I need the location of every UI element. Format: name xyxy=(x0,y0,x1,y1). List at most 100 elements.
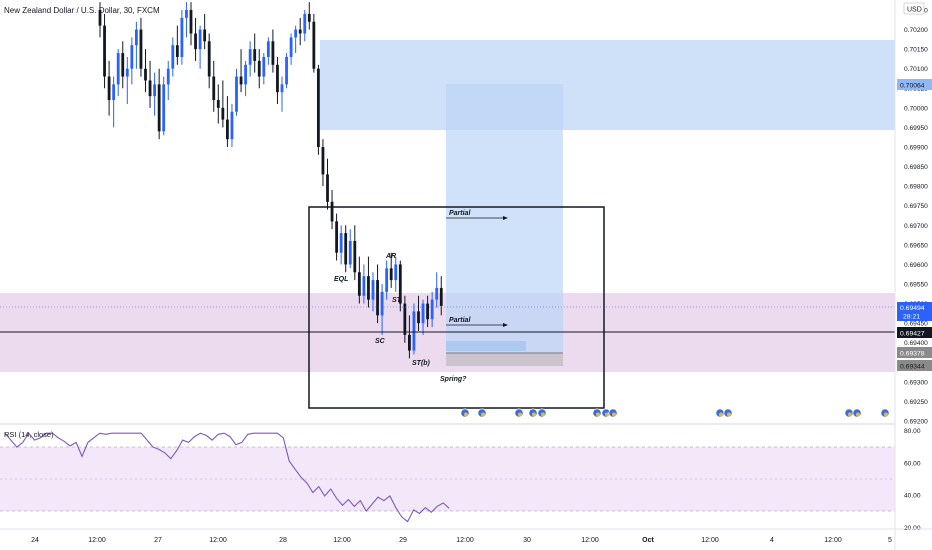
time-tick-label: 12:00 xyxy=(824,537,842,544)
candle-body xyxy=(289,37,293,57)
candle-body xyxy=(125,68,129,77)
candle-body xyxy=(298,29,302,34)
candle-body xyxy=(212,76,216,101)
time-tick-label: 28 xyxy=(279,537,287,544)
time-tick-label: 12:00 xyxy=(701,537,719,544)
price-tick-label: 0.69650 xyxy=(904,242,928,249)
event-flag-icon-detail xyxy=(612,412,616,417)
time-tick-label: 24 xyxy=(31,537,39,544)
candle-body xyxy=(430,299,434,320)
event-flag-icon-detail xyxy=(719,412,723,417)
candle-body xyxy=(294,29,298,38)
candle-body xyxy=(398,264,402,304)
candle-body xyxy=(230,111,234,140)
candle-body xyxy=(321,147,325,175)
wyckoff-range-box[interactable] xyxy=(308,206,605,409)
time-tick-label: 12:00 xyxy=(456,537,474,544)
annotation-partial-1: Partial xyxy=(449,210,471,217)
annotation-eql: EQL xyxy=(334,276,348,283)
candle-body xyxy=(357,272,361,296)
rsi-title: RSI (14, close) xyxy=(4,430,54,439)
candle-body xyxy=(198,29,202,50)
time-tick-label: 27 xyxy=(154,537,162,544)
candle-body xyxy=(376,280,379,316)
rsi-tick-label: 60.00 xyxy=(904,460,921,467)
event-flag-icon-detail xyxy=(848,412,852,417)
candle-body xyxy=(203,29,207,42)
candle-body xyxy=(107,76,111,101)
candle-body xyxy=(417,311,420,324)
time-tick-label: 30 xyxy=(523,537,531,544)
annotation-partial-2: Partial xyxy=(449,317,471,324)
candle-body xyxy=(221,107,225,120)
rsi-tick-label: 40.00 xyxy=(904,493,921,500)
candle-body xyxy=(144,68,147,81)
chart-title: New Zealand Dollar / U.S. Dollar, 30, FX… xyxy=(4,6,160,15)
price-label-target: 0.70064 xyxy=(900,83,925,90)
price-tick-label: 0.70100 xyxy=(904,66,928,73)
candle-body xyxy=(185,10,188,18)
candle-body xyxy=(162,84,166,132)
price-countdown: 28:21 xyxy=(903,314,920,321)
annotation-ar: AR xyxy=(385,253,396,260)
currency-label: USD xyxy=(907,7,922,14)
price-tick-label: 0.69400 xyxy=(904,340,928,347)
price-tick-label: 0.69600 xyxy=(904,262,928,269)
annotation-sc: SC xyxy=(375,338,386,345)
candle-body xyxy=(189,10,193,34)
price-label-crosshair: 0.69427 xyxy=(900,331,925,338)
candle-body xyxy=(266,41,270,57)
annotation-spring: Spring? xyxy=(440,376,467,383)
candle-body xyxy=(362,276,366,296)
candle-body xyxy=(371,280,375,300)
time-tick-label: Oct xyxy=(642,537,654,544)
price-tick-label: 0.69850 xyxy=(904,164,928,171)
price-tick-label: 0.69900 xyxy=(904,145,928,152)
price-tick-label: 0.69550 xyxy=(904,282,928,289)
event-flag-icon-detail xyxy=(884,412,888,417)
candle-body xyxy=(280,84,284,93)
event-flag-icon-detail xyxy=(856,412,860,417)
price-label-current: 0.69494 xyxy=(900,305,925,312)
candle-body xyxy=(175,45,179,57)
price-tick-label: 0.70150 xyxy=(904,47,928,54)
candle-body xyxy=(130,45,134,69)
candle-body xyxy=(271,41,275,65)
candle-body xyxy=(112,84,116,101)
event-flag-icon-detail xyxy=(518,412,522,417)
candle-body xyxy=(435,287,439,300)
candle-body xyxy=(439,287,443,306)
candle-body xyxy=(421,303,425,324)
candle-body xyxy=(257,60,261,77)
time-axis[interactable]: 24 12:00 27 12:00 28 12:00 29 12:00 30 12:00 Oct 12… xyxy=(31,537,892,544)
candle-body xyxy=(248,49,252,65)
candle-body xyxy=(139,29,143,69)
candle-body xyxy=(339,233,343,253)
price-label-stop-bottom: 0.69344 xyxy=(900,364,925,371)
price-tick-label: 0.70000 xyxy=(904,105,928,112)
position-stop-zone[interactable] xyxy=(446,353,563,366)
candle-body xyxy=(253,49,257,61)
candle-body xyxy=(303,13,307,34)
usd-badge[interactable] xyxy=(903,2,925,15)
event-flag-icon-detail xyxy=(481,412,485,417)
candle-body xyxy=(348,240,352,265)
candle-body xyxy=(367,276,370,300)
candle-body xyxy=(98,10,102,26)
event-flag-icon-detail xyxy=(464,412,468,417)
time-tick-label: 12:00 xyxy=(209,537,227,544)
supply-zone[interactable] xyxy=(320,40,895,130)
candle-body xyxy=(239,76,243,85)
candle-body xyxy=(171,45,175,69)
price-tick-label: 0.69450 xyxy=(904,321,928,328)
price-tick-label: 0.69300 xyxy=(904,379,928,386)
candle-body xyxy=(226,119,229,140)
candle-body xyxy=(262,56,266,77)
candle-body xyxy=(326,174,329,202)
economic-events[interactable] xyxy=(460,408,890,418)
candle-body xyxy=(389,268,393,281)
candle-body xyxy=(385,268,389,292)
annotation-st-b: ST(b) xyxy=(412,360,431,367)
rsi-line xyxy=(4,432,450,523)
